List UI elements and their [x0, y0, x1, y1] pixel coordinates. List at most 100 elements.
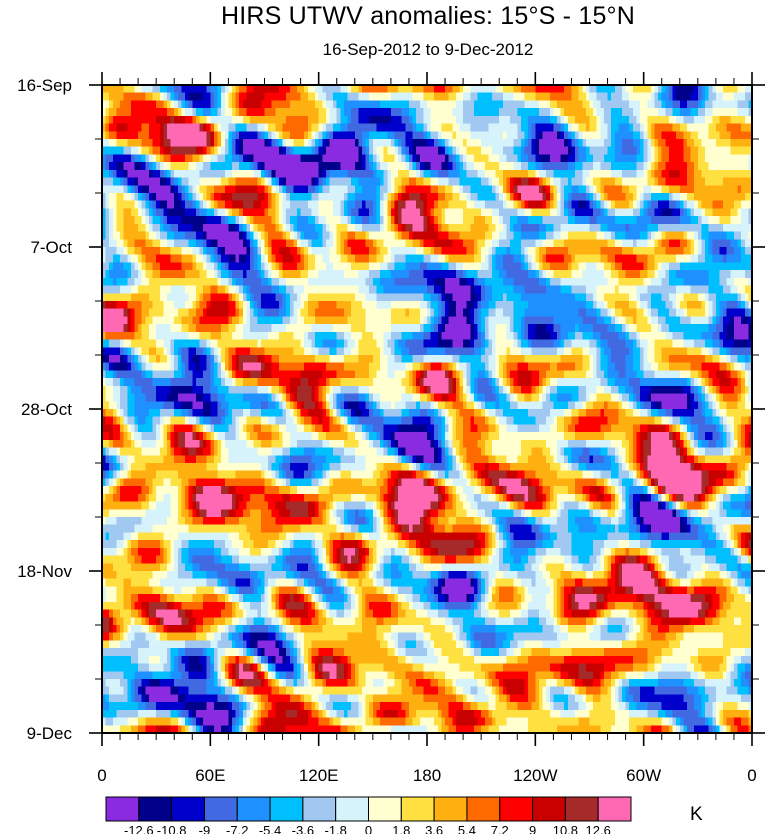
heatmap-cell	[676, 92, 692, 102]
heatmap-cell	[643, 208, 648, 217]
heatmap-cell	[437, 517, 450, 526]
heatmap-cell	[445, 139, 450, 148]
heatmap-cell	[473, 200, 486, 210]
heatmap-cell	[459, 193, 468, 202]
heatmap-cell	[672, 409, 695, 418]
heatmap-cell	[585, 393, 591, 402]
heatmap-cell	[192, 254, 197, 264]
heatmap-cell	[188, 92, 204, 102]
heatmap-cell	[365, 509, 374, 518]
heatmap-cell	[336, 501, 345, 510]
heatmap-cell	[701, 169, 753, 179]
heatmap-cell	[127, 547, 132, 557]
heatmap-cell	[520, 177, 529, 186]
heatmap-cell	[260, 100, 273, 109]
heatmap-cell	[177, 517, 186, 526]
heatmap-cell	[127, 385, 132, 395]
heatmap-cell	[466, 547, 475, 557]
heatmap-cell	[640, 385, 652, 395]
heatmap-cell	[307, 131, 313, 140]
heatmap-cell	[466, 277, 475, 287]
heatmap-cell	[470, 463, 475, 472]
heatmap-cell	[434, 316, 439, 325]
heatmap-cell	[564, 347, 573, 356]
heatmap-cell	[152, 169, 161, 179]
heatmap-cell	[600, 563, 605, 572]
heatmap-cell	[112, 154, 132, 163]
heatmap-cell	[661, 85, 666, 94]
heatmap-cell	[553, 193, 558, 202]
heatmap-cell	[376, 146, 385, 156]
heatmap-cell	[130, 324, 136, 333]
heatmap-cell	[271, 439, 284, 449]
heatmap-cell	[322, 231, 331, 240]
heatmap-cell	[343, 200, 349, 210]
heatmap-cell	[600, 162, 612, 171]
heatmap-cell	[741, 185, 753, 194]
heatmap-cell	[401, 409, 410, 418]
heatmap-cell	[192, 100, 211, 109]
heatmap-cell	[492, 185, 497, 194]
heatmap-cell	[268, 270, 273, 279]
heatmap-cell	[697, 532, 710, 541]
heatmap-cell	[650, 92, 656, 102]
heatmap-cell	[481, 486, 486, 495]
heatmap-cell	[130, 193, 136, 202]
heatmap-cell	[318, 547, 323, 557]
heatmap-cell	[177, 355, 183, 364]
heatmap-cell	[232, 416, 237, 426]
heatmap-cell	[499, 108, 518, 117]
heatmap-cell	[232, 501, 237, 510]
heatmap-cell	[618, 370, 627, 379]
heatmap-cell	[278, 308, 287, 318]
heatmap-cell	[282, 208, 287, 217]
heatmap-cell	[318, 509, 323, 518]
heatmap-cell	[156, 347, 164, 356]
heatmap-cell	[250, 563, 273, 572]
heatmap-cell	[611, 439, 623, 449]
heatmap-cell	[195, 231, 204, 240]
heatmap-cell	[365, 563, 370, 572]
heatmap-cell	[148, 501, 157, 510]
heatmap-cell	[380, 470, 388, 480]
heatmap-cell	[452, 355, 461, 364]
heatmap-cell	[434, 401, 439, 410]
heatmap-cell	[603, 401, 609, 410]
heatmap-cell	[629, 200, 634, 210]
heatmap-cell	[719, 331, 728, 341]
heatmap-cell	[282, 254, 294, 264]
heatmap-cell	[477, 470, 482, 480]
heatmap-cell	[170, 416, 186, 426]
heatmap-cell	[112, 254, 121, 264]
heatmap-cell	[603, 115, 612, 125]
heatmap-cell	[145, 254, 157, 264]
heatmap-cell	[195, 347, 204, 356]
heatmap-cell	[109, 123, 118, 132]
heatmap-cell	[549, 362, 558, 372]
heatmap-cell	[484, 162, 500, 171]
heatmap-cell	[358, 509, 367, 518]
heatmap-cell	[253, 223, 258, 233]
heatmap-cell	[311, 517, 323, 526]
heatmap-cell	[322, 177, 327, 186]
heatmap-cell	[748, 470, 753, 480]
heatmap-cell	[676, 493, 684, 503]
heatmap-cell	[109, 193, 118, 202]
heatmap-cell	[253, 439, 262, 449]
heatmap-cell	[430, 470, 435, 480]
heatmap-cell	[390, 331, 403, 341]
heatmap-cell	[123, 540, 128, 549]
heatmap-cell	[611, 463, 619, 472]
heatmap-cell	[163, 478, 172, 487]
heatmap-cell	[412, 223, 424, 233]
heatmap-cell	[506, 362, 518, 372]
heatmap-cell	[102, 85, 125, 94]
heatmap-cell	[170, 177, 175, 186]
heatmap-cell	[159, 432, 164, 441]
heatmap-cell	[614, 509, 619, 518]
heatmap-cell	[235, 416, 240, 426]
heatmap-cell	[333, 131, 356, 140]
heatmap-cell	[195, 324, 222, 333]
heatmap-cell	[687, 231, 695, 240]
heatmap-cell	[575, 131, 580, 140]
